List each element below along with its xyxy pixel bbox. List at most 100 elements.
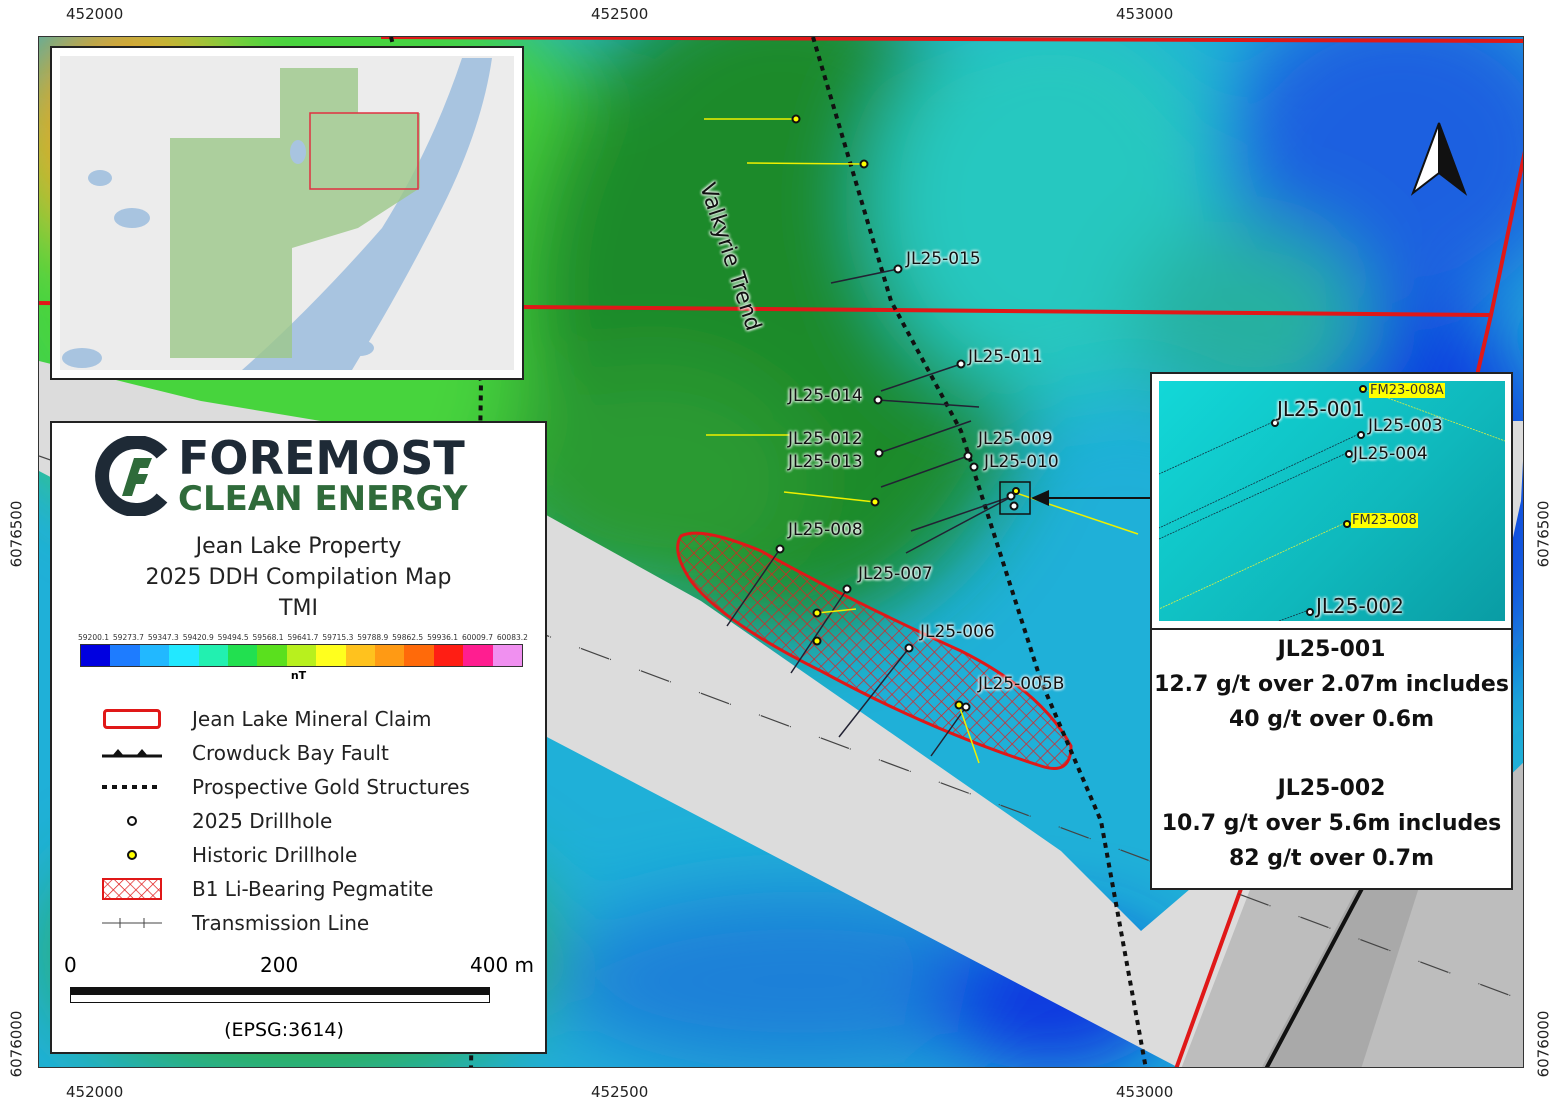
colorbar-segment — [257, 645, 287, 666]
colorbar-label: 59200.1 — [78, 633, 110, 642]
legend-2025-drillhole: 2025 Drillhole — [102, 809, 332, 833]
callout-drillhole-label: JL25-002 — [1316, 594, 1404, 618]
prospective-gold-structure — [811, 37, 1148, 1067]
north-arrow-icon — [1410, 122, 1468, 196]
x-tick-top: 452000 — [66, 5, 124, 23]
colorbar-label: 59936.1 — [427, 633, 459, 642]
x-tick-bottom: 453000 — [1116, 1083, 1174, 1101]
legend-pegmatite: B1 Li-Bearing Pegmatite — [102, 877, 433, 901]
title-map: 2025 DDH Compilation Map — [145, 565, 452, 590]
colorbar-label: 59420.9 — [182, 633, 214, 642]
colorbar-label: 59347.3 — [147, 633, 179, 642]
transmission-line-icon — [102, 918, 162, 928]
drillhole-label: JL25-014 — [788, 386, 863, 406]
colorbar-segment — [375, 645, 405, 666]
drillhole-label: JL25-011 — [968, 347, 1043, 367]
legend-claim: Jean Lake Mineral Claim — [102, 707, 431, 731]
colorbar-segment — [228, 645, 258, 666]
callout-historic-label: FM23-008A — [1369, 383, 1445, 398]
colorbar-labels: 59200.1 59273.7 59347.3 59420.9 59494.5 59568… — [78, 633, 528, 642]
callout-historic-label: FM23-008 — [1351, 513, 1418, 528]
location-inset-map — [50, 46, 524, 380]
callout-drillhole-label: JL25-001 — [1277, 397, 1365, 421]
inset-map-graphic — [60, 56, 514, 370]
colorbar-segment — [316, 645, 346, 666]
legend-label: Prospective Gold Structures — [192, 775, 470, 799]
result-title: JL25-001 — [1277, 637, 1386, 662]
x-tick-top: 452500 — [591, 5, 649, 23]
scale-label: 200 — [260, 953, 299, 977]
y-tick-left: 6076500 — [7, 500, 26, 568]
colorbar-segment — [463, 645, 493, 666]
callout-drillhole-label: JL25-003 — [1368, 416, 1443, 436]
colorbar-segment — [492, 645, 523, 666]
colorbar-label: 59273.7 — [112, 633, 144, 642]
legend-panel: FOREMOST CLEAN ENERGY Jean Lake Property… — [50, 421, 547, 1054]
company-logo: FOREMOST CLEAN ENERGY — [92, 435, 467, 517]
legend-label: Historic Drillhole — [192, 843, 358, 867]
drillhole-icon — [127, 816, 137, 826]
crs-label: (EPSG:3614) — [224, 1019, 344, 1041]
title-layer: TMI — [279, 596, 318, 621]
dashed-line-icon — [102, 785, 162, 789]
callout-drillhole-label: JL25-004 — [1353, 444, 1428, 464]
x-tick-bottom: 452500 — [591, 1083, 649, 1101]
hatch-swatch-icon — [102, 878, 162, 900]
legend-historic-drillhole: Historic Drillhole — [102, 843, 357, 867]
colorbar-label: 59494.5 — [217, 633, 249, 642]
historic-drillhole-markers — [791, 114, 1020, 710]
callout-inset-map: JL25-001 JL25-003 JL25-004 JL25-002 FM23… — [1159, 381, 1505, 621]
drillhole-label: JL25-006 — [920, 622, 995, 642]
y-tick-right: 6076500 — [1534, 500, 1553, 568]
scale-label: 400 m — [470, 953, 535, 977]
colorbar-label: 59788.9 — [357, 633, 389, 642]
drillhole-label: JL25-007 — [858, 564, 933, 584]
result-line: 12.7 g/t over 2.07m includes — [1154, 672, 1509, 697]
callout-divider — [1152, 628, 1511, 630]
colorbar-label: 60009.7 — [461, 633, 493, 642]
drillhole-label: JL25-010 — [984, 452, 1059, 472]
scale-label: 0 — [64, 953, 77, 977]
arrow-icon — [1031, 490, 1049, 506]
claim-swatch-icon — [103, 709, 161, 729]
transmission-line — [520, 625, 1523, 1001]
fault-line-icon — [102, 749, 162, 758]
drillhole-label: JL25-013 — [788, 452, 863, 472]
historic-drillhole-icon — [127, 850, 137, 860]
b1-pegmatite — [676, 531, 1073, 770]
logo-text-clean-energy: CLEAN ENERGY — [178, 479, 468, 519]
crowduck-bay-fault — [1264, 880, 1368, 1067]
drillhole-label: JL25-008 — [788, 520, 863, 540]
scale-bar — [70, 987, 490, 1003]
legend-label: 2025 Drillhole — [192, 809, 333, 833]
colorbar-segment — [81, 645, 111, 666]
colorbar-segment — [433, 645, 464, 666]
callout-traces — [1159, 385, 1505, 621]
legend-fault: Crowduck Bay Fault — [102, 741, 389, 765]
colorbar-segment — [404, 645, 434, 666]
y-tick-right: 6076000 — [1534, 1010, 1553, 1078]
colorbar-label: 59862.5 — [392, 633, 424, 642]
legend-label: Crowduck Bay Fault — [192, 741, 389, 765]
drillhole-label: JL25-015 — [906, 249, 981, 269]
colorbar-segment — [345, 645, 376, 666]
legend-gold: Prospective Gold Structures — [102, 775, 470, 799]
title-property: Jean Lake Property — [195, 534, 402, 559]
colorbar-segment — [139, 645, 170, 666]
foremost-logo-icon — [95, 436, 168, 516]
result-line: 40 g/t over 0.6m — [1228, 707, 1434, 732]
legend-label: Jean Lake Mineral Claim — [192, 707, 432, 731]
inset-extent-box — [999, 481, 1031, 515]
x-tick-top: 453000 — [1116, 5, 1174, 23]
drill-results-callout: JL25-001 JL25-003 JL25-004 JL25-002 FM23… — [1150, 372, 1513, 890]
x-tick-bottom: 452000 — [66, 1083, 124, 1101]
colorbar-label: 59568.1 — [252, 633, 284, 642]
y-tick-left: 6076000 — [7, 1010, 26, 1078]
legend-transmission: Transmission Line — [102, 911, 369, 935]
colorbar-label: 60083.2 — [496, 633, 528, 642]
drillhole-label: JL25-012 — [788, 429, 863, 449]
legend-label: Transmission Line — [192, 911, 370, 935]
logo-text-foremost: FOREMOST — [178, 431, 465, 485]
inset-extent-box — [309, 112, 419, 190]
drillhole-label: JL25-009 — [978, 429, 1053, 449]
